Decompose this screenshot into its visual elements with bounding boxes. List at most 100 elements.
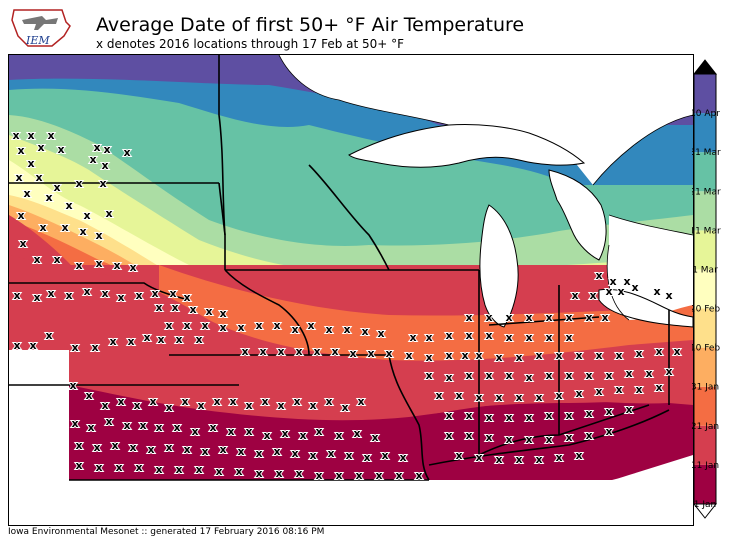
station-marker: x <box>201 319 208 332</box>
station-marker: x <box>345 449 352 462</box>
station-marker: x <box>129 441 136 454</box>
border-mississippi <box>224 269 310 356</box>
station-marker: x <box>135 461 142 474</box>
station-marker: x <box>123 146 130 159</box>
station-marker: x <box>495 391 502 404</box>
station-marker: x <box>111 439 118 452</box>
colorbar-tick-label: 1 Mar <box>692 265 718 275</box>
station-marker: x <box>241 345 248 358</box>
station-marker: x <box>617 285 624 298</box>
colorbar-segment <box>694 464 716 504</box>
station-marker: x <box>195 463 202 476</box>
station-marker: x <box>65 289 72 302</box>
station-marker: x <box>85 389 92 402</box>
station-marker: x <box>293 395 300 408</box>
station-marker: x <box>219 321 226 334</box>
station-marker: x <box>209 421 216 434</box>
colorbar-frame <box>693 73 717 505</box>
colorbar-segment <box>694 113 716 153</box>
great-lakes <box>348 123 693 328</box>
station-marker: x <box>183 291 190 304</box>
colorbar-segment <box>694 191 716 231</box>
lake-michigan <box>479 204 519 328</box>
station-marker: x <box>585 369 592 382</box>
station-marker: x <box>409 331 416 344</box>
station-marker: x <box>127 335 134 348</box>
station-marker: x <box>445 409 452 422</box>
logo-text: IEM <box>25 34 50 47</box>
station-marker: x <box>181 395 188 408</box>
station-marker: x <box>165 441 172 454</box>
colorbar-over-triangle <box>692 59 718 75</box>
map-subtitle: x denotes 2016 locations through 17 Feb … <box>96 37 405 51</box>
station-marker: x <box>363 451 370 464</box>
station-marker: x <box>277 399 284 412</box>
station-marker: x <box>475 391 482 404</box>
station-marker: x <box>645 367 652 380</box>
station-marker: x <box>535 349 542 362</box>
station-marker: x <box>565 311 572 324</box>
station-marker: x <box>165 319 172 332</box>
station-marker: x <box>83 285 90 298</box>
station-marker: x <box>87 421 94 434</box>
station-marker: x <box>175 333 182 346</box>
station-marker: x <box>575 349 582 362</box>
station-marker: x <box>307 319 314 332</box>
station-marker: x <box>61 221 68 234</box>
station-marker: x <box>227 425 234 438</box>
station-marker: x <box>355 469 362 482</box>
station-marker: x <box>595 385 602 398</box>
station-marker: x <box>485 411 492 424</box>
station-marker: x <box>615 383 622 396</box>
station-marker: x <box>57 143 64 156</box>
station-marker: x <box>155 301 162 314</box>
station-marker: x <box>545 331 552 344</box>
station-marker: x <box>201 445 208 458</box>
station-marker: x <box>615 349 622 362</box>
station-marker: x <box>71 341 78 354</box>
station-marker: x <box>343 323 350 336</box>
station-marker: x <box>525 371 532 384</box>
station-marker: x <box>655 345 662 358</box>
station-marker: x <box>405 349 412 362</box>
station-marker: x <box>291 323 298 336</box>
station-marker: x <box>609 275 616 288</box>
station-marker: x <box>445 349 452 362</box>
station-marker: x <box>555 451 562 464</box>
station-marker: x <box>357 395 364 408</box>
station-marker: x <box>331 345 338 358</box>
station-marker: x <box>175 463 182 476</box>
colorbar-segment <box>694 269 716 309</box>
station-marker: x <box>83 209 90 222</box>
station-marker: x <box>103 143 110 156</box>
station-marker: x <box>325 323 332 336</box>
station-marker: x <box>465 329 472 342</box>
station-marker: x <box>485 431 492 444</box>
station-marker: x <box>575 387 582 400</box>
station-marker: x <box>565 409 572 422</box>
station-marker: x <box>625 367 632 380</box>
station-marker: x <box>313 345 320 358</box>
station-marker: x <box>219 443 226 456</box>
station-marker: x <box>505 331 512 344</box>
station-marker: x <box>631 281 638 294</box>
station-marker: x <box>101 287 108 300</box>
border-mi-oh <box>488 316 600 326</box>
station-marker: x <box>255 447 262 460</box>
station-marker: x <box>155 421 162 434</box>
station-marker: x <box>361 325 368 338</box>
station-marker: x <box>71 417 78 430</box>
station-marker: x <box>91 341 98 354</box>
station-marker: x <box>235 465 242 478</box>
station-marker: x <box>123 419 130 432</box>
station-marker: x <box>545 369 552 382</box>
station-marker: x <box>495 453 502 466</box>
station-marker: x <box>171 301 178 314</box>
station-marker: x <box>309 399 316 412</box>
station-marker: x <box>53 181 60 194</box>
station-marker: x <box>157 333 164 346</box>
colorbar-body: 1 Jan 11 Jan 21 Jan 31 Jan 10 Feb 20 Feb 1 Mar… <box>692 59 721 519</box>
station-marker: x <box>595 269 602 282</box>
station-marker: x <box>545 311 552 324</box>
station-marker: x <box>75 177 82 190</box>
